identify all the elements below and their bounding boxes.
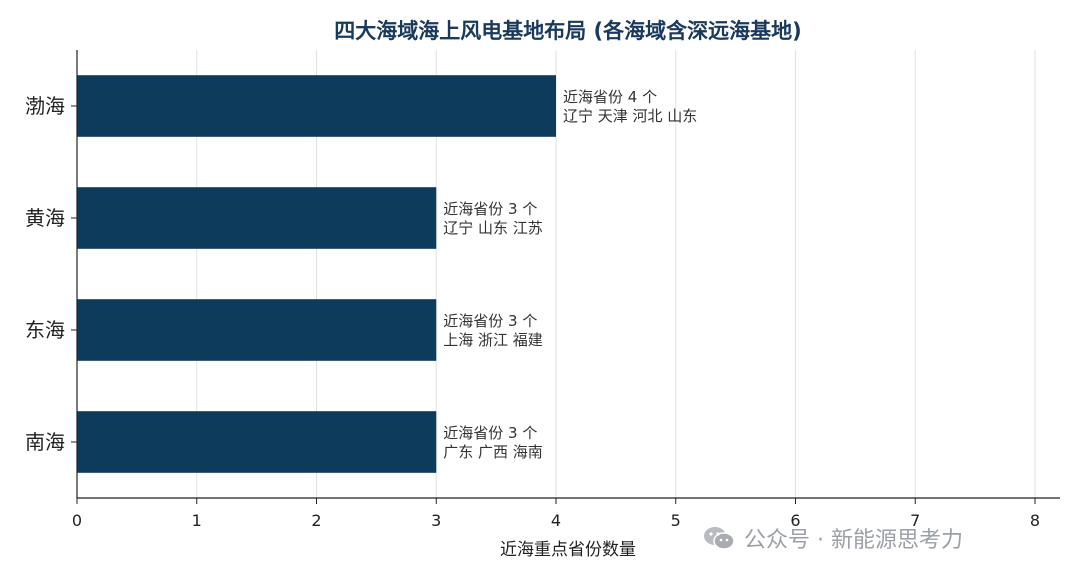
x-axis-label: 近海重点省份数量 (500, 540, 636, 560)
data-label: 近海省份 3 个 (443, 312, 537, 330)
bar (77, 299, 437, 361)
data-label: 上海 浙江 福建 (443, 331, 543, 349)
category-label: 黄海 (25, 206, 65, 230)
x-tick-label: 0 (72, 511, 82, 530)
bar (77, 411, 437, 473)
x-tick-label: 5 (671, 511, 681, 530)
bar (77, 75, 556, 137)
x-tick-label: 2 (311, 511, 321, 530)
bars (77, 75, 556, 473)
x-tick-label: 1 (192, 511, 202, 530)
x-tick-label: 8 (1030, 511, 1040, 530)
chart-title: 四大海域海上风电基地布局 (各海域含深远海基地) (334, 19, 802, 43)
data-label: 辽宁 山东 江苏 (443, 219, 543, 237)
x-ticks: 0 1 2 3 4 5 6 7 8 (72, 498, 1040, 530)
watermark-text: 公众号 · 新能源思考力 (744, 528, 963, 553)
category-label: 渤海 (25, 94, 65, 118)
x-tick-label: 6 (790, 511, 800, 530)
x-tick-label: 4 (551, 511, 561, 530)
data-label: 近海省份 3 个 (443, 200, 537, 218)
category-label: 南海 (25, 430, 65, 454)
data-label: 近海省份 3 个 (443, 424, 537, 442)
watermark: 公众号 · 新能源思考力 (702, 520, 963, 556)
data-label: 广东 广西 海南 (443, 443, 543, 461)
data-label: 近海省份 4 个 (563, 88, 657, 106)
x-tick-label: 3 (431, 511, 441, 530)
bar (77, 187, 437, 249)
data-label: 辽宁 天津 河北 山东 (563, 107, 697, 125)
x-tick-label: 7 (910, 511, 920, 530)
wechat-icon (704, 527, 735, 550)
category-label: 东海 (25, 318, 65, 342)
